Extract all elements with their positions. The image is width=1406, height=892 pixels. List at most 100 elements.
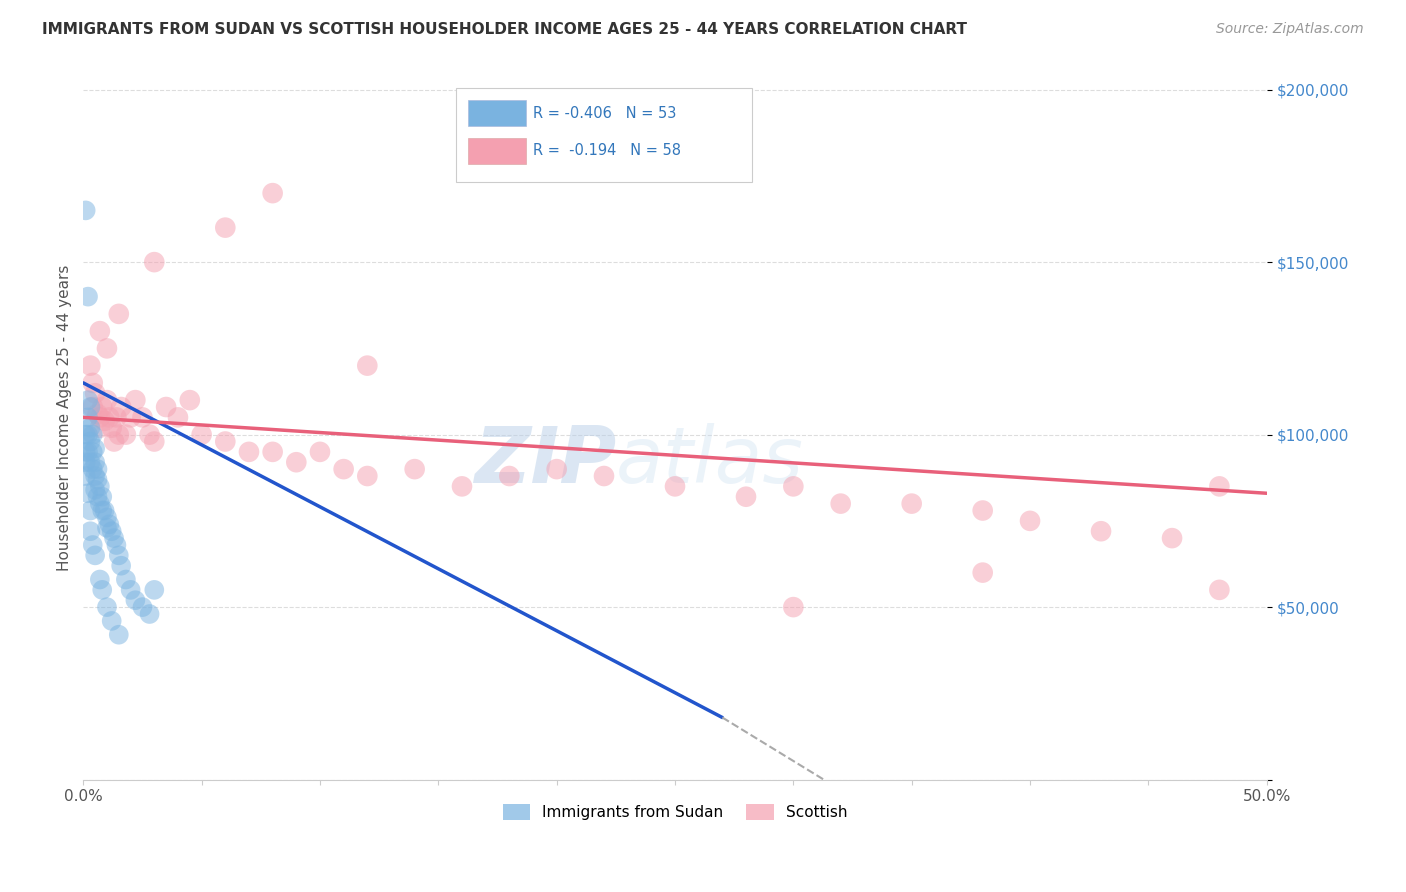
Point <box>900 497 922 511</box>
Point <box>77 290 100 304</box>
Point <box>124 393 146 408</box>
FancyBboxPatch shape <box>468 137 526 164</box>
Point <box>498 469 520 483</box>
Point <box>155 400 177 414</box>
Point <box>138 607 160 621</box>
Point <box>285 455 308 469</box>
Point <box>86 490 108 504</box>
Point <box>96 393 118 408</box>
Point <box>86 407 108 421</box>
Point <box>830 497 852 511</box>
Point <box>75 445 97 459</box>
Point <box>190 427 212 442</box>
Point <box>82 427 104 442</box>
Point <box>84 442 107 456</box>
Point <box>75 203 97 218</box>
Point <box>1208 479 1230 493</box>
Point <box>93 414 115 428</box>
Point <box>309 445 332 459</box>
Point <box>82 445 104 459</box>
Legend: Immigrants from Sudan, Scottish: Immigrants from Sudan, Scottish <box>496 798 853 826</box>
Point <box>972 566 994 580</box>
Point <box>91 503 114 517</box>
Point <box>262 186 284 201</box>
Point <box>120 582 142 597</box>
Point <box>1090 524 1112 539</box>
Point <box>100 614 122 628</box>
Point <box>115 427 138 442</box>
Point <box>89 324 111 338</box>
Point <box>332 462 354 476</box>
Point <box>84 386 107 401</box>
Point <box>89 497 111 511</box>
FancyBboxPatch shape <box>456 87 752 182</box>
Point <box>96 521 118 535</box>
Point <box>404 462 426 476</box>
Point <box>77 427 100 442</box>
Point <box>89 421 111 435</box>
Point <box>89 479 111 493</box>
Point <box>84 455 107 469</box>
Point <box>546 462 568 476</box>
Point <box>143 434 166 449</box>
Point <box>79 400 101 414</box>
Point <box>100 524 122 539</box>
Text: R = -0.406   N = 53: R = -0.406 N = 53 <box>533 105 676 120</box>
Y-axis label: Householder Income Ages 25 - 44 years: Householder Income Ages 25 - 44 years <box>58 264 72 571</box>
Point <box>82 462 104 476</box>
Point <box>1161 531 1184 545</box>
Point <box>782 600 804 615</box>
Point <box>91 400 114 414</box>
Point <box>79 503 101 517</box>
Point <box>79 359 101 373</box>
Point <box>77 486 100 500</box>
Point <box>143 255 166 269</box>
Point <box>107 427 129 442</box>
Point <box>75 427 97 442</box>
Point <box>77 410 100 425</box>
Point <box>84 549 107 563</box>
Point <box>110 400 132 414</box>
Point <box>93 503 115 517</box>
Point <box>105 538 128 552</box>
Point <box>86 473 108 487</box>
Point <box>131 600 153 615</box>
Point <box>77 445 100 459</box>
Point <box>238 445 260 459</box>
Point <box>77 393 100 408</box>
Point <box>84 469 107 483</box>
Point <box>79 455 101 469</box>
Point <box>124 593 146 607</box>
Point <box>100 421 122 435</box>
Point <box>115 573 138 587</box>
Point <box>1019 514 1042 528</box>
Point <box>664 479 686 493</box>
Point <box>107 307 129 321</box>
Point <box>179 393 201 408</box>
Point <box>98 517 121 532</box>
Point <box>107 628 129 642</box>
Point <box>91 582 114 597</box>
Point <box>143 582 166 597</box>
Point <box>89 410 111 425</box>
Point <box>782 479 804 493</box>
Point <box>214 220 236 235</box>
Point <box>103 531 125 545</box>
Point <box>167 410 190 425</box>
Point <box>82 400 104 414</box>
Text: Source: ZipAtlas.com: Source: ZipAtlas.com <box>1216 22 1364 37</box>
Point <box>86 462 108 476</box>
Point <box>356 469 378 483</box>
Point <box>735 490 758 504</box>
Point <box>262 445 284 459</box>
Point <box>79 524 101 539</box>
FancyBboxPatch shape <box>468 100 526 126</box>
Point <box>138 427 160 442</box>
Text: ZIP: ZIP <box>474 423 616 499</box>
Point <box>82 538 104 552</box>
Point <box>98 410 121 425</box>
Point <box>107 549 129 563</box>
Point <box>110 558 132 573</box>
Point <box>75 469 97 483</box>
Point <box>82 376 104 390</box>
